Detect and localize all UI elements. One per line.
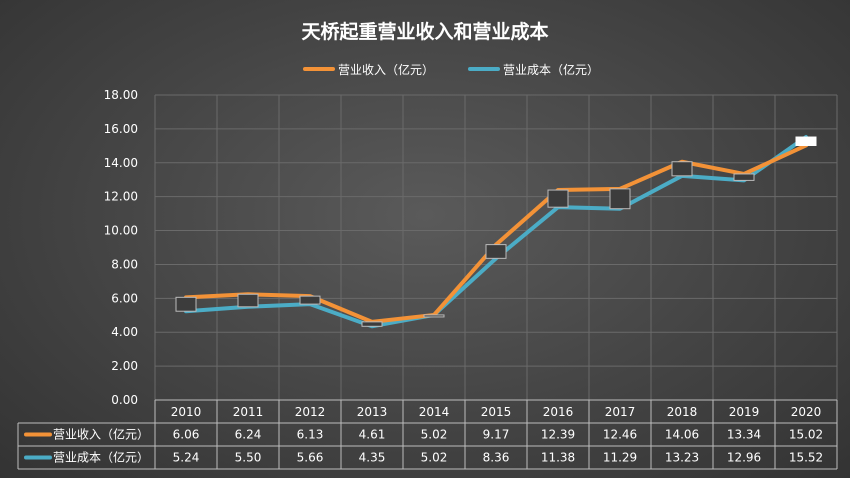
y-axis: 0.00 2.00 4.00 6.00 8.00 10.00 12.00 14.00 16.00…	[104, 88, 138, 407]
table-cell: 14.06	[665, 428, 699, 442]
diff-box	[361, 321, 383, 327]
x-tick-label: 2013	[357, 405, 388, 419]
table-cell: 15.02	[789, 428, 823, 442]
table-row-label-revenue: 营业收入（亿元）	[53, 427, 149, 442]
table-cell: 6.13	[297, 428, 324, 442]
diff-box	[547, 189, 569, 208]
x-tick-label: 2019	[729, 405, 760, 419]
y-tick-label: 4.00	[111, 325, 138, 339]
y-tick-label: 14.00	[104, 156, 138, 170]
y-tick-label: 18.00	[104, 88, 138, 102]
y-tick-label: 2.00	[111, 359, 138, 373]
x-tick-label: 2016	[543, 405, 574, 419]
table-cell: 12.46	[603, 428, 637, 442]
y-tick-label: 0.00	[111, 393, 138, 407]
diff-box	[175, 296, 197, 312]
y-tick-label: 12.00	[104, 190, 138, 204]
y-tick-label: 8.00	[111, 257, 138, 271]
table-cell: 11.29	[603, 451, 637, 465]
table-cell: 9.17	[483, 428, 510, 442]
diff-box	[795, 136, 817, 146]
table-cell: 15.52	[789, 451, 823, 465]
y-tick-label: 6.00	[111, 291, 138, 305]
diff-box	[671, 161, 693, 177]
table-cell: 11.38	[541, 451, 575, 465]
diff-box	[733, 173, 755, 181]
table-cell: 5.50	[235, 451, 262, 465]
diff-box	[423, 314, 445, 318]
table-cell: 5.02	[421, 428, 448, 442]
x-tick-label: 2017	[605, 405, 636, 419]
x-tick-label: 2015	[481, 405, 512, 419]
table-cell: 5.02	[421, 451, 448, 465]
table-cell: 8.36	[483, 451, 510, 465]
diff-box	[609, 188, 631, 210]
table-cell: 13.23	[665, 451, 699, 465]
table-cell: 5.24	[173, 451, 200, 465]
x-tick-label: 2010	[171, 405, 202, 419]
x-tick-label: 2018	[667, 405, 698, 419]
x-tick-label: 2012	[295, 405, 326, 419]
legend: 营业收入（亿元） 营业成本（亿元）	[303, 62, 599, 77]
table-cell: 12.96	[727, 451, 761, 465]
table-cell: 5.66	[297, 451, 324, 465]
diff-box	[485, 244, 507, 259]
table-cell: 13.34	[727, 428, 761, 442]
data-markers	[175, 136, 817, 327]
table-cell: 12.39	[541, 428, 575, 442]
table-cell: 6.24	[235, 428, 262, 442]
table-cell: 4.35	[359, 451, 386, 465]
chart-title: 天桥起重营业收入和营业成本	[301, 20, 548, 43]
y-tick-label: 10.00	[104, 224, 138, 238]
y-tick-label: 16.00	[104, 122, 138, 136]
legend-label-revenue: 营业收入（亿元）	[338, 62, 434, 77]
x-tick-label: 2014	[419, 405, 450, 419]
diff-box	[237, 293, 259, 308]
table-cell: 4.61	[359, 428, 386, 442]
x-tick-label: 2011	[233, 405, 264, 419]
data-table: 2010 2011 2012 2013 2014 2015 2016 2017 2018 2019…	[17, 399, 838, 470]
table-row-label-cost: 营业成本（亿元）	[53, 450, 149, 465]
table-cell: 6.06	[173, 428, 200, 442]
x-tick-label: 2020	[791, 405, 822, 419]
legend-label-cost: 营业成本（亿元）	[503, 62, 599, 77]
gridlines	[154, 94, 838, 401]
diff-box	[299, 295, 321, 305]
